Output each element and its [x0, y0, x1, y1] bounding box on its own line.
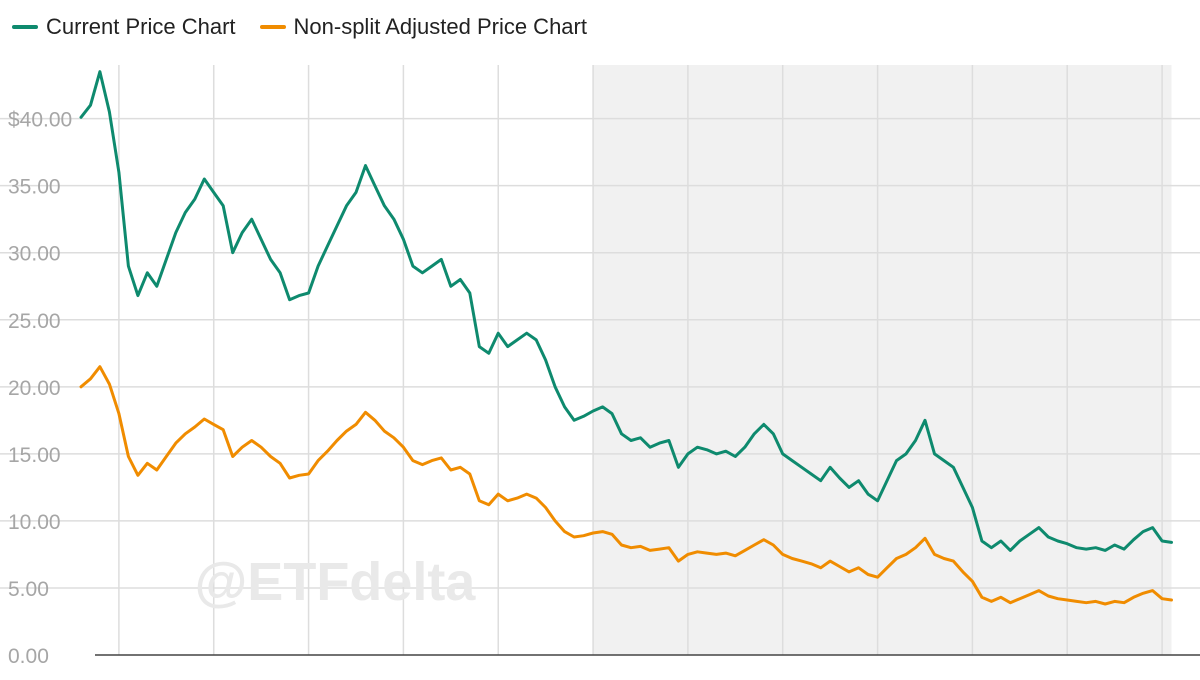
y-tick-label: 10.00 [8, 511, 61, 534]
series-line-adjusted [79, 365, 1173, 606]
legend-label-current: Current Price Chart [46, 14, 236, 39]
watermark: @ETFdelta [195, 552, 477, 612]
legend-label-adjusted: Non-split Adjusted Price Chart [293, 14, 587, 39]
series-line-current [79, 70, 1173, 552]
y-tick-label: 35.00 [8, 176, 61, 199]
y-tick-label: 15.00 [8, 444, 61, 467]
legend-item-adjusted[interactable]: Non-split Adjusted Price Chart [259, 14, 587, 40]
legend-swatch-current [12, 25, 38, 29]
y-tick-label: 20.00 [8, 377, 61, 400]
legend-item-current[interactable]: Current Price Chart [12, 14, 236, 40]
y-tick-label: 5.00 [8, 578, 49, 601]
shaded-region [593, 65, 1172, 655]
legend-swatch-adjusted [259, 25, 286, 29]
legend: Current Price Chart Non-split Adjusted P… [12, 14, 587, 40]
y-tick-label: 25.00 [8, 310, 61, 333]
y-tick-label: 0.00 [8, 645, 49, 668]
y-tick-label: 30.00 [8, 243, 61, 266]
y-tick-label: $40.00 [8, 109, 72, 132]
